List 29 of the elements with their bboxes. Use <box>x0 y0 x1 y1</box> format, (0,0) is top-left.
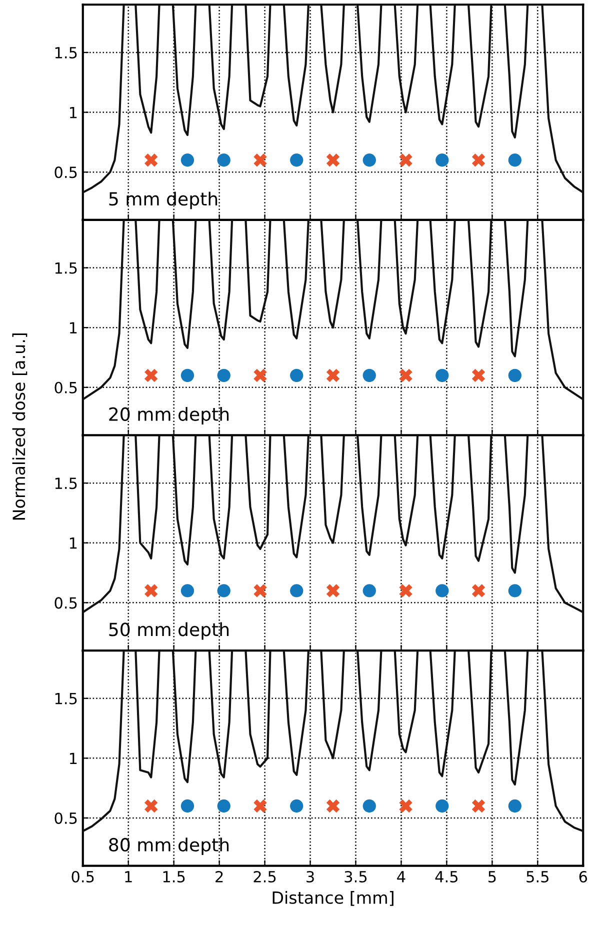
y-axis-title: Normalized dose [a.u.] <box>12 333 28 520</box>
y-tick-label: 1 <box>70 538 77 549</box>
x-tick-label: 5 <box>488 871 496 883</box>
y-tick-label: 1.5 <box>55 478 77 490</box>
y-tick-label: 1.5 <box>55 47 77 59</box>
x-tick-label: 4.5 <box>435 871 458 883</box>
x-axis-title: Distance [mm] <box>272 891 394 906</box>
x-tick-label: 4 <box>397 871 406 882</box>
x-tick-label: 3.5 <box>344 870 367 883</box>
annotation: 50 mm depth <box>109 622 229 640</box>
annotation: 5 mm depth <box>109 192 218 210</box>
annotation: 80 mm depth <box>109 838 229 856</box>
y-tick-label: 1 <box>70 322 77 334</box>
x-tick-label: 6 <box>579 870 588 883</box>
y-tick-label: 0.5 <box>54 382 77 394</box>
y-tick-label: 1.5 <box>55 693 77 704</box>
x-tick-label: 2.5 <box>254 870 276 883</box>
y-tick-label: 1 <box>70 752 77 764</box>
y-tick-label: 1 <box>70 106 77 118</box>
x-tick-label: 3 <box>306 870 314 883</box>
x-tick-label: 1 <box>125 871 132 882</box>
y-tick-label: 0.5 <box>54 597 77 609</box>
x-tick-label: 1.5 <box>163 871 185 883</box>
annotation: 20 mm depth <box>109 406 229 424</box>
x-tick-label: 2 <box>216 870 223 882</box>
y-tick-label: 0.5 <box>54 166 77 178</box>
y-tick-label: 0.5 <box>54 812 77 824</box>
y-tick-label: 1.5 <box>55 262 77 274</box>
x-tick-label: 5.5 <box>526 871 548 883</box>
